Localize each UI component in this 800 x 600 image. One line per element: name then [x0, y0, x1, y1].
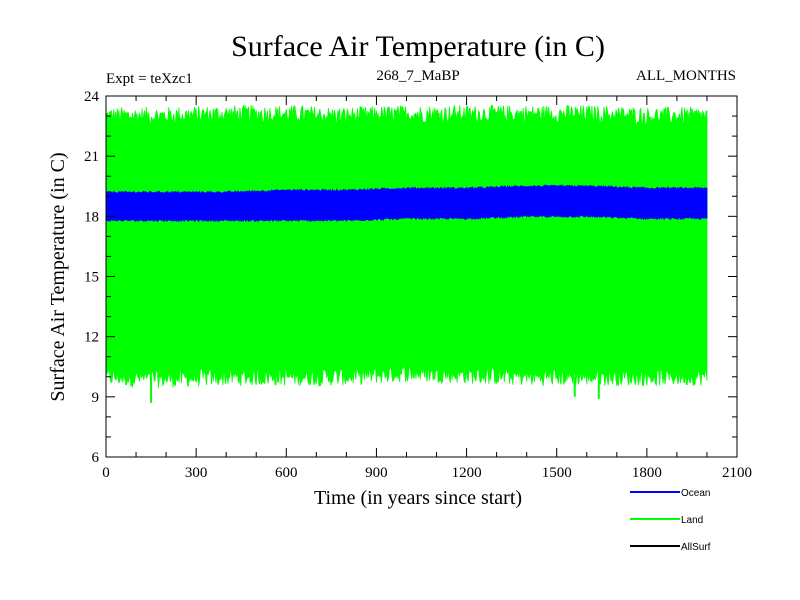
legend-label-allsurf: AllSurf	[681, 542, 711, 553]
y-tick-label: 15	[84, 270, 99, 286]
legend-label-land: Land	[681, 515, 703, 526]
y-tick-label: 9	[92, 390, 100, 406]
y-tick-label: 12	[84, 330, 99, 346]
plot-data	[105, 104, 708, 403]
y-axis-label: Surface Air Temperature (in C)	[47, 152, 69, 401]
subtitle-right: ALL_MONTHS	[636, 68, 736, 84]
series-ocean	[105, 184, 708, 223]
x-tick-label: 900	[365, 465, 388, 481]
x-tick-label: 1500	[542, 465, 572, 481]
y-tick-label: 18	[84, 209, 99, 225]
subtitle-center: 268_7_MaBP	[376, 68, 459, 84]
subtitle-left: Expt = teXzc1	[106, 71, 193, 87]
y-tick-label: 21	[84, 149, 99, 165]
y-tick-label: 6	[92, 450, 100, 466]
axis-ticks: 0 300 600 900 1200 1500 1800 2100 6 9 12 15 18 21 24	[84, 89, 752, 481]
x-axis-label: Time (in years since start)	[314, 487, 522, 509]
chart-title: Surface Air Temperature (in C)	[231, 30, 605, 63]
legend-label-ocean: Ocean	[681, 488, 710, 499]
plot-frame	[105, 95, 738, 458]
y-tick-label: 24	[84, 89, 100, 105]
x-tick-label: 0	[102, 465, 110, 481]
x-tick-label: 2100	[722, 465, 752, 481]
series-land	[105, 104, 708, 389]
x-tick-label: 600	[275, 465, 298, 481]
x-tick-label: 1800	[632, 465, 662, 481]
x-tick-label: 300	[185, 465, 208, 481]
legend: Ocean Land AllSurf	[630, 488, 711, 553]
x-tick-label: 1200	[452, 465, 482, 481]
